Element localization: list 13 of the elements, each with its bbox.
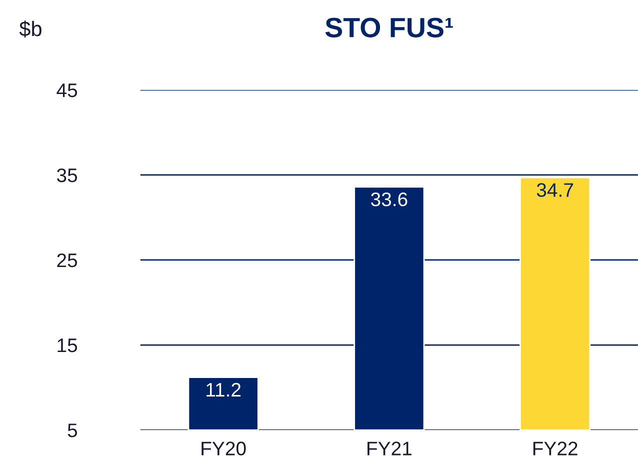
y-tick-label: 15 [58,338,78,352]
data-label: 11.2 [206,382,241,397]
x-tick-label: FY20 [202,442,246,456]
y-tick-label: 45 [56,84,78,98]
chart-title: STO FUS¹ [325,18,453,38]
y-axis-title: $b [19,20,42,38]
x-tick-label: FY22 [533,442,578,456]
y-tick-label: 35 [56,168,78,182]
data-label: 34.7 [536,183,574,197]
y-tick-label: 25 [57,253,78,268]
x-tick-label: FY21 [368,442,412,456]
data-label: 33.6 [371,192,408,206]
y-tick-label: 5 [68,424,78,438]
